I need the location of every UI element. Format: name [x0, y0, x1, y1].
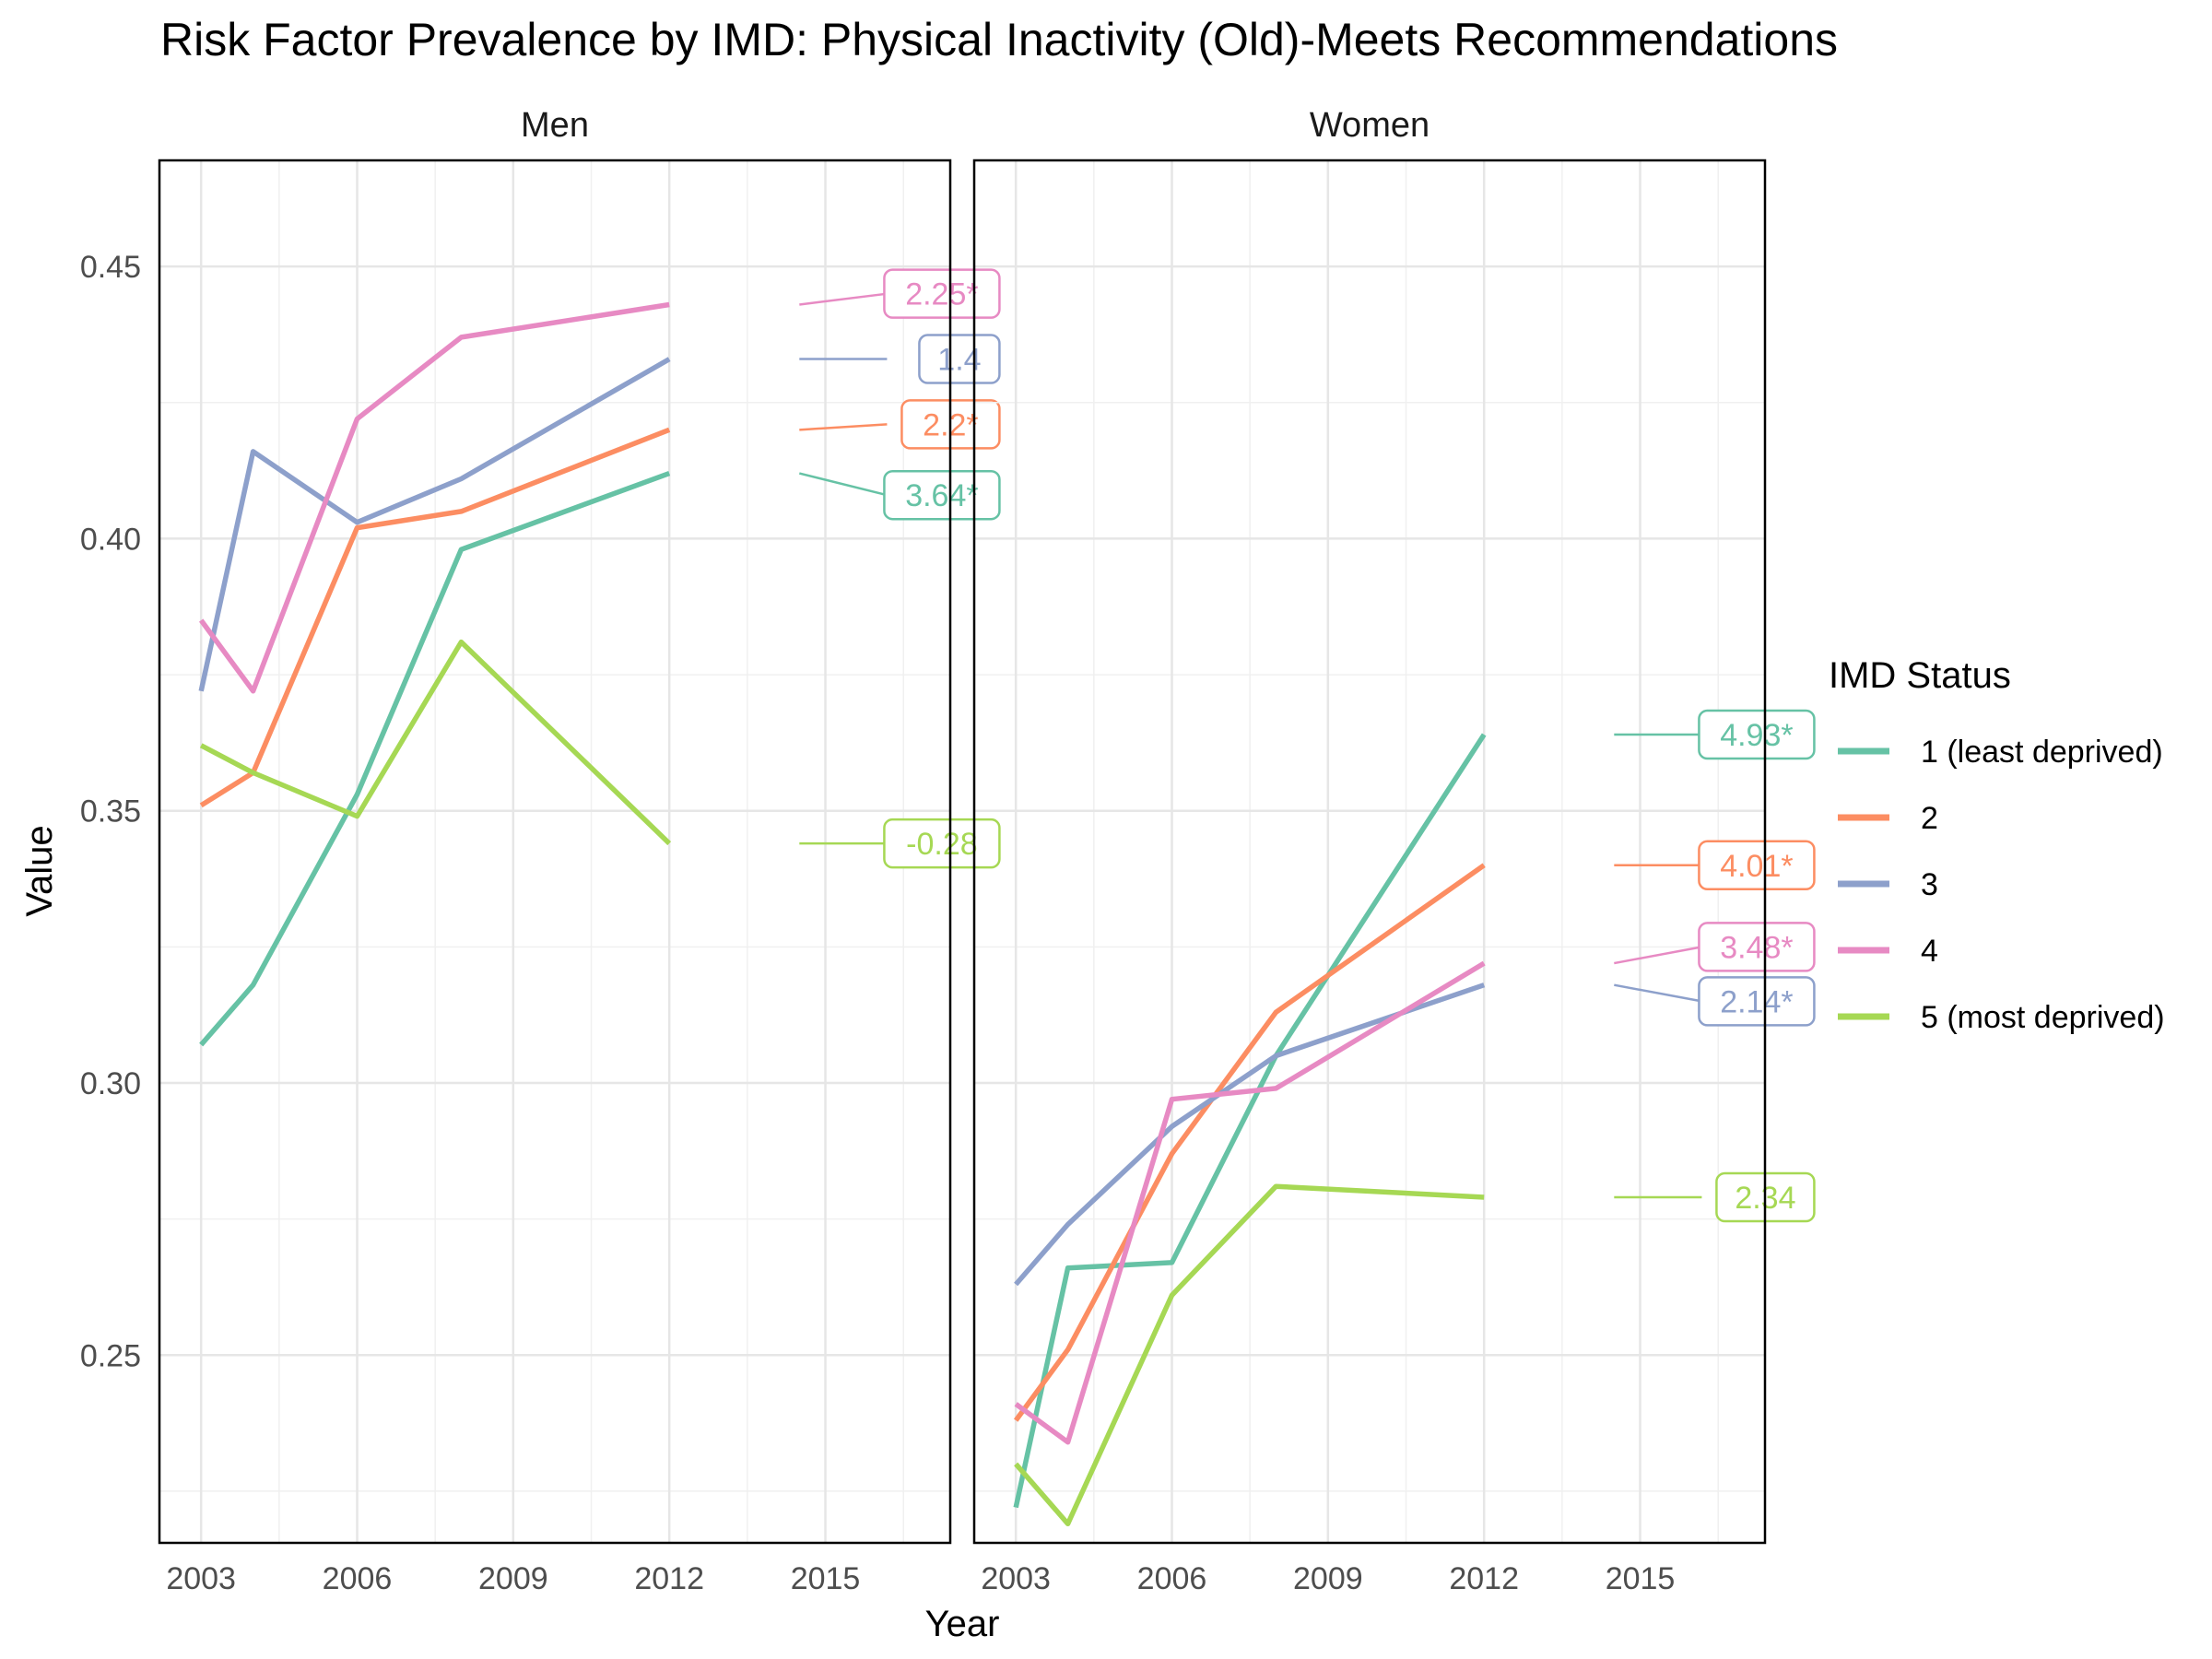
x-tick-label: 2012: [1449, 1561, 1519, 1596]
annotation-label-imd-1: 4.93*: [1698, 709, 1816, 760]
series-line-imd-5: [1014, 1183, 1485, 1527]
y-tick-label: 0.25: [80, 1338, 141, 1373]
annotation-box: [1698, 976, 1816, 1027]
series-line-imd-3: [1014, 982, 1486, 1287]
x-tick-label: 2003: [981, 1561, 1051, 1596]
x-tick-label: 2006: [323, 1561, 393, 1596]
annotation-box: [883, 268, 1001, 319]
annotation-leader-imd-2: [799, 423, 888, 431]
legend-label: 3: [1921, 867, 1938, 902]
panels-layer: Men 2003 2006 2009 2012 2015 0.25 0.30 0.35 0.40 0…: [80, 106, 1816, 1596]
annotation-label-imd-2: 4.01*: [1698, 840, 1816, 891]
annotation-leader-imd-3: [1614, 983, 1702, 1003]
annotation-text: 4.93*: [1720, 718, 1793, 753]
legend-label: 1 (least deprived): [1921, 735, 2163, 770]
x-tick-label: 2015: [1606, 1561, 1676, 1596]
annotation-label-imd-3: 1.4: [918, 334, 1001, 384]
legend-item-2: 2: [1838, 801, 1938, 836]
y-tick-label: 0.45: [80, 250, 141, 285]
annotation-leader-imd-4: [1614, 946, 1702, 965]
y-tick-label: 0.40: [80, 522, 141, 557]
legend-item-3: 3: [1838, 867, 1938, 902]
y-tick-label: 0.30: [80, 1066, 141, 1101]
annotation-box: [1698, 709, 1816, 760]
annotation-box: [1698, 840, 1816, 891]
x-tick-label: 2015: [791, 1561, 861, 1596]
legend-label: 4: [1921, 934, 1938, 969]
series-line-imd-2: [199, 427, 671, 808]
legend-label: 5 (most deprived): [1921, 1000, 2165, 1035]
chart-title: Risk Factor Prevalence by IMD: Physical …: [160, 14, 1838, 65]
annotation-text: 2.14*: [1720, 984, 1793, 1019]
annotation-box: [1698, 922, 1816, 972]
annotation-label-imd-1: 3.64*: [883, 469, 1001, 521]
legend-item-4: 4: [1838, 934, 1938, 969]
annotation-label-imd-5: -0.28: [883, 818, 1001, 869]
panel-women: Women 2003 2006 2009 2012 2015 4.93* 4.01* 2.14*…: [972, 106, 1816, 1596]
annotation-text: -0.28: [906, 827, 978, 862]
series-line-imd-3: [198, 357, 671, 692]
panel-men: Men 2003 2006 2009 2012 2015 0.25 0.30 0.35 0.40 0…: [80, 106, 1001, 1596]
x-tick-label: 2012: [634, 1561, 704, 1596]
annotation-label-imd-4: 3.48*: [1698, 922, 1816, 972]
annotation-text: 3.48*: [1720, 930, 1793, 965]
annotation-text: 3.64*: [905, 478, 978, 513]
panel-border: [972, 159, 1767, 1545]
x-axis-label: Year: [925, 1604, 1000, 1644]
annotation-box: [883, 818, 1001, 869]
y-tick-label: 0.35: [80, 794, 141, 830]
y-axis-label: Value: [19, 825, 60, 916]
x-tick-label: 2009: [1293, 1561, 1363, 1596]
x-tick-label: 2003: [166, 1561, 236, 1596]
series-line-imd-1: [199, 471, 671, 1047]
annotation-box: [918, 334, 1001, 384]
panel-strip-label: Men: [521, 106, 589, 145]
panel-border: [158, 159, 952, 1545]
legend-item-5: 5 (most deprived): [1838, 1000, 2165, 1035]
series-line-imd-1: [1013, 733, 1487, 1509]
series-line-imd-4: [198, 301, 670, 694]
annotation-leader-imd-4: [799, 292, 888, 306]
series-line-imd-2: [1013, 863, 1486, 1422]
annotation-label-imd-4: 2.25*: [883, 268, 1001, 319]
annotation-leader-imd-1: [799, 472, 888, 497]
legend: IMD Status 1 (least deprived) 2 3 4 5 (most …: [1829, 655, 2165, 1035]
series-line-imd-4: [1014, 960, 1486, 1445]
annotation-label-imd-3: 2.14*: [1698, 976, 1816, 1027]
legend-item-1: 1 (least deprived): [1838, 735, 2163, 770]
legend-label: 2: [1921, 801, 1938, 836]
annotation-text: 4.01*: [1720, 849, 1793, 884]
x-tick-label: 2009: [478, 1561, 548, 1596]
series-line-imd-5: [199, 639, 672, 846]
panel-strip-label: Women: [1310, 106, 1430, 145]
annotation-box: [883, 469, 1001, 521]
x-tick-label: 2006: [1137, 1561, 1207, 1596]
legend-title: IMD Status: [1829, 655, 2011, 696]
annotation-text: 2.25*: [905, 277, 978, 312]
